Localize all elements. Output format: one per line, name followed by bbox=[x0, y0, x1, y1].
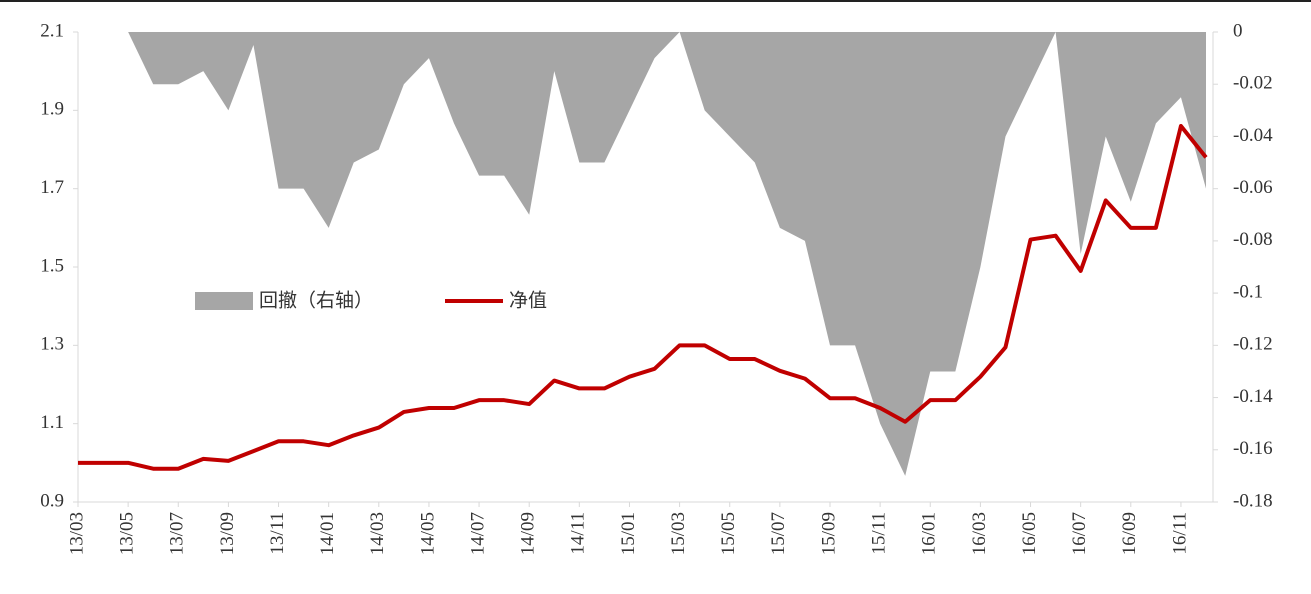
y2-tick-label: -0.02 bbox=[1233, 73, 1273, 94]
y-tick-label: 1.1 bbox=[40, 412, 64, 433]
x-tick-label: 14/07 bbox=[467, 512, 488, 555]
y2-tick-label: -0.14 bbox=[1233, 386, 1273, 407]
y-tick-label: 1.7 bbox=[40, 177, 64, 198]
y-tick-label: 1.9 bbox=[40, 99, 64, 120]
x-tick-label: 16/11 bbox=[1169, 512, 1190, 555]
x-tick-label: 13/07 bbox=[167, 512, 188, 555]
y2-tick-label: -0.1 bbox=[1233, 281, 1263, 302]
y2-tick-label: -0.04 bbox=[1233, 125, 1273, 146]
x-tick-label: 14/09 bbox=[518, 512, 539, 555]
x-tick-label: 13/05 bbox=[116, 512, 137, 555]
x-tick-label: 13/03 bbox=[66, 512, 87, 555]
y-tick-label: 1.5 bbox=[40, 255, 64, 276]
x-tick-label: 16/09 bbox=[1119, 512, 1140, 555]
nav-line bbox=[78, 124, 1208, 471]
x-tick-label: 14/05 bbox=[417, 512, 438, 555]
x-tick-label: 13/09 bbox=[217, 512, 238, 555]
drawdown-area bbox=[78, 32, 1206, 476]
x-tick-label: 16/03 bbox=[969, 512, 990, 555]
y-tick-label: 0.9 bbox=[40, 490, 64, 511]
y-tick-label: 1.3 bbox=[40, 334, 64, 355]
y2-tick-label: -0.08 bbox=[1233, 229, 1273, 250]
y2-tick-label: -0.06 bbox=[1233, 177, 1273, 198]
legend-swatch bbox=[195, 292, 253, 310]
y2-tick-label: -0.18 bbox=[1233, 490, 1273, 511]
x-tick-label: 15/09 bbox=[818, 512, 839, 555]
legend-label: 回撤（右轴） bbox=[259, 290, 373, 312]
x-tick-label: 14/11 bbox=[568, 512, 589, 555]
x-tick-label: 15/03 bbox=[668, 512, 689, 555]
x-tick-label: 15/07 bbox=[768, 512, 789, 555]
x-tick-label: 13/11 bbox=[267, 512, 288, 555]
y2-tick-label: 0 bbox=[1233, 20, 1243, 41]
x-tick-label: 15/11 bbox=[868, 512, 889, 555]
x-tick-label: 15/01 bbox=[618, 512, 639, 555]
x-tick-label: 15/05 bbox=[718, 512, 739, 555]
y2-tick-label: -0.16 bbox=[1233, 438, 1273, 459]
x-tick-label: 14/03 bbox=[367, 512, 388, 555]
y2-tick-label: -0.12 bbox=[1233, 334, 1273, 355]
legend-label: 净值 bbox=[509, 290, 547, 312]
x-tick-label: 14/01 bbox=[317, 512, 338, 555]
y-tick-label: 2.1 bbox=[40, 20, 64, 41]
x-tick-label: 16/07 bbox=[1069, 512, 1090, 555]
x-tick-label: 16/01 bbox=[919, 512, 940, 555]
x-tick-label: 16/05 bbox=[1019, 512, 1040, 555]
